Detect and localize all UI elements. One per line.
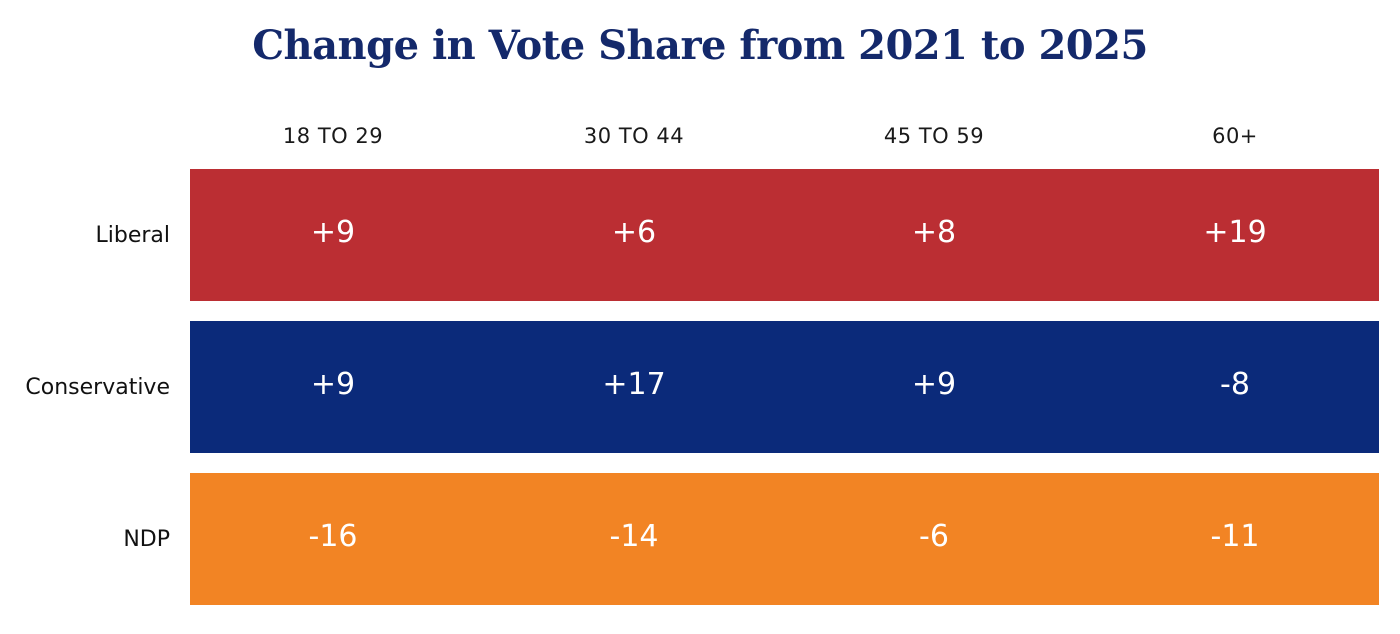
column-header: 18 TO 29 [282, 124, 384, 148]
column-header: 30 TO 44 [583, 124, 685, 148]
chart-title: Change in Vote Share from 2021 to 2025 [252, 22, 1148, 69]
row-label: NDP [123, 527, 170, 552]
data-value: +8 [911, 215, 957, 250]
row-label: Conservative [25, 375, 170, 400]
column-header: 60+ [1212, 124, 1258, 148]
column-header: 45 TO 59 [883, 124, 985, 148]
row-band [190, 169, 1379, 301]
data-value: -14 [609, 519, 659, 554]
row-band [190, 473, 1379, 605]
data-value: +17 [602, 367, 666, 402]
data-value: +19 [1203, 215, 1267, 250]
data-value: +9 [310, 367, 356, 402]
data-value: -16 [308, 519, 358, 554]
data-value: -8 [1220, 367, 1250, 402]
data-value: -6 [919, 519, 949, 554]
data-value: +9 [911, 367, 957, 402]
data-value: -11 [1210, 519, 1260, 554]
data-value: +6 [611, 215, 657, 250]
row-band [190, 321, 1379, 453]
data-value: +9 [310, 215, 356, 250]
row-label: Liberal [95, 223, 170, 248]
